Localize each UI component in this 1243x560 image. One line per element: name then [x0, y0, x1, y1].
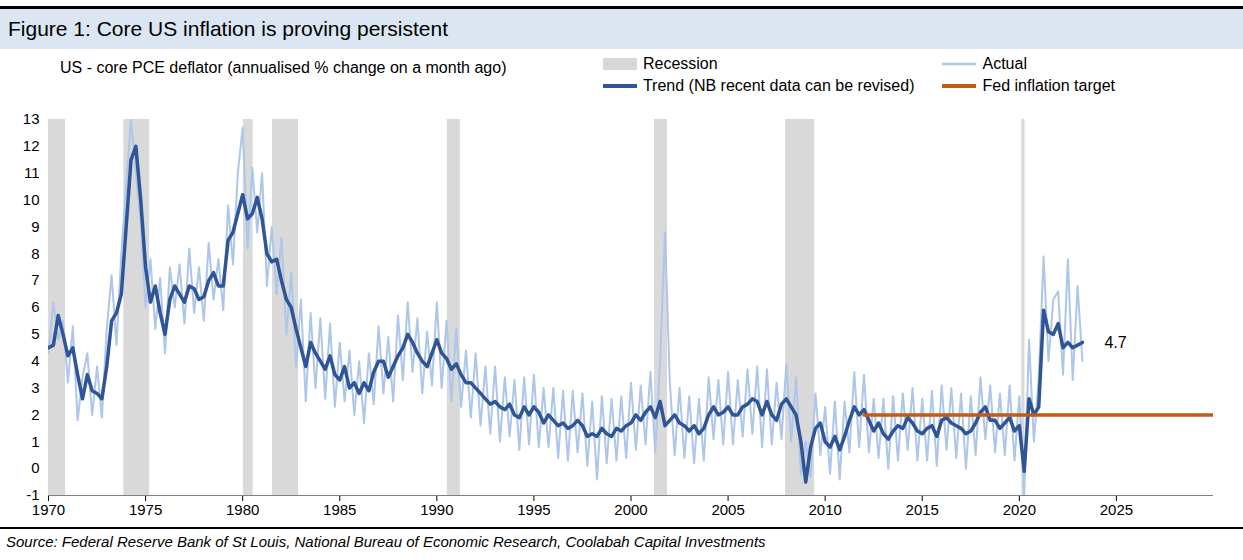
- svg-text:12: 12: [23, 137, 40, 154]
- svg-text:2025: 2025: [1100, 501, 1133, 518]
- svg-text:9: 9: [31, 218, 39, 235]
- svg-text:-1: -1: [26, 486, 40, 504]
- svg-text:6: 6: [31, 298, 39, 315]
- svg-text:2015: 2015: [906, 501, 939, 518]
- html-text:US - core PCE deflator (annual: US - core PCE deflator (annualised % cha…: [60, 59, 507, 76]
- html-text:Trend (NB recent data can be r: Trend (NB recent data can be revised): [642, 77, 915, 94]
- svg-text:2010: 2010: [808, 501, 841, 518]
- svg-text:5: 5: [31, 325, 39, 342]
- svg-text:4.7: 4.7: [1104, 334, 1126, 351]
- svg-text:1975: 1975: [129, 501, 162, 518]
- svg-text:2: 2: [31, 406, 39, 423]
- svg-text:11: 11: [24, 164, 40, 181]
- svg-text:8: 8: [31, 245, 39, 262]
- svg-text:1970: 1970: [32, 501, 65, 518]
- html-text:Actual: Actual: [982, 55, 1027, 72]
- html-text:Source: Federal Reserve Bank o: Source: Federal Reserve Bank of St Louis…: [6, 533, 766, 550]
- svg-text:4: 4: [31, 352, 39, 369]
- svg-text:2020: 2020: [1003, 501, 1036, 518]
- svg-text:7: 7: [31, 271, 39, 288]
- svg-text:13: 13: [23, 110, 40, 127]
- html-text:Fed inflation target: Fed inflation target: [982, 77, 1115, 94]
- svg-text:1990: 1990: [420, 501, 453, 518]
- svg-text:0: 0: [31, 459, 39, 476]
- svg-text:3: 3: [31, 379, 39, 396]
- svg-text:10: 10: [23, 191, 40, 208]
- html-text:Figure 1: Core US inflation is: Figure 1: Core US inflation is proving p…: [8, 17, 448, 40]
- svg-text:2005: 2005: [711, 501, 744, 518]
- svg-text:1985: 1985: [323, 501, 356, 518]
- html-text:Recession: Recession: [642, 55, 718, 72]
- svg-text:1980: 1980: [226, 501, 259, 518]
- svg-text:2000: 2000: [614, 501, 647, 518]
- svg-text:1: 1: [31, 433, 39, 450]
- svg-text:1995: 1995: [517, 501, 550, 518]
